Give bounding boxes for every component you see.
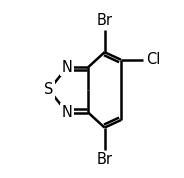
Text: Br: Br xyxy=(97,152,113,167)
Text: Br: Br xyxy=(97,12,113,28)
Text: N: N xyxy=(61,60,72,75)
Text: Cl: Cl xyxy=(146,52,160,67)
Text: N: N xyxy=(61,105,72,120)
Text: S: S xyxy=(44,82,54,97)
